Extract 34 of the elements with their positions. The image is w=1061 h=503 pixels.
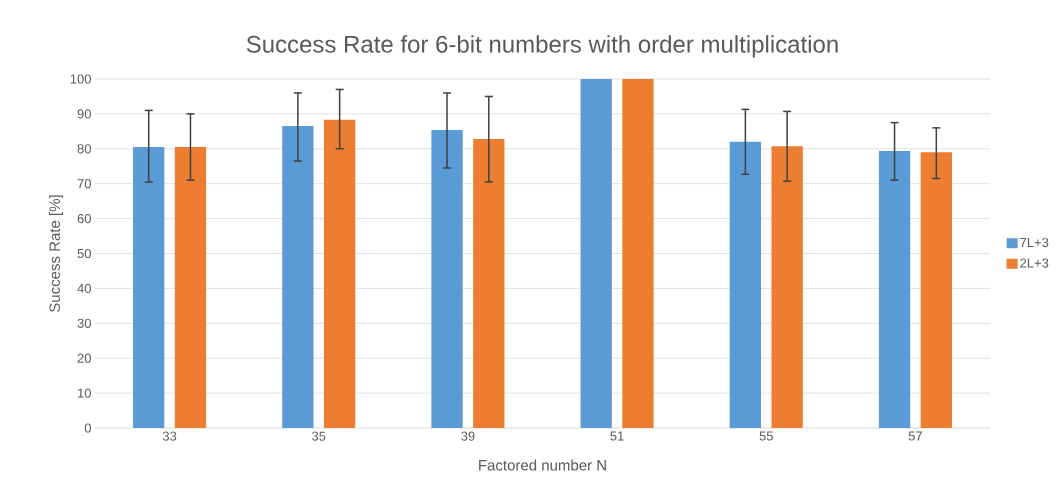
x-tick-label: 55 [759,431,773,441]
legend-label: 7L+3 [1020,237,1049,248]
legend-label: 2L+3 [1020,258,1049,268]
bar [431,129,463,428]
bar [878,150,911,428]
bar [174,147,207,428]
bar [133,147,165,428]
bar [622,79,654,428]
bar [323,119,356,428]
bar [282,126,314,428]
y-tick-label: 50 [77,248,91,259]
y-tick-label: 10 [78,388,91,398]
x-tick-label: 39 [461,431,475,441]
chart-title: Success Rate for 6-bit numbers with order multiplication [246,35,838,58]
bar [580,79,612,428]
y-tick-label: 0 [84,423,91,433]
x-tick-label: 33 [162,431,177,441]
x-tick-label: 57 [908,431,922,441]
bar [729,141,762,428]
bar [473,139,505,428]
y-axis-title: Success Rate [%] [48,195,63,312]
x-tick-label: 35 [312,431,326,441]
y-tick-label: 30 [77,318,91,328]
y-tick-label: 70 [77,179,91,189]
x-tick-label: 51 [610,431,624,441]
y-tick-label: 60 [77,213,91,224]
y-tick-label: 40 [77,283,91,293]
y-tick-label: 100 [70,74,91,84]
x-axis-title: Factored number N [479,459,606,471]
bar [771,146,803,428]
y-tick-label: 90 [77,109,91,119]
bar [920,152,952,428]
y-tick-label: 20 [77,353,91,363]
y-tick-label: 80 [77,144,91,154]
